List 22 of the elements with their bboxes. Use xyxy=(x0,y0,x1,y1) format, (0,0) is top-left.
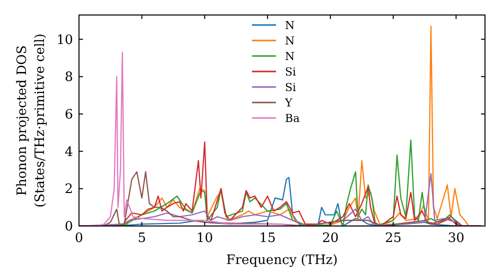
y-tick-label: 6 xyxy=(64,108,73,123)
y-tick-label: 8 xyxy=(64,70,73,86)
x-axis-title: Frequency (THz) xyxy=(226,253,338,268)
legend-label: N xyxy=(285,34,295,48)
legend-label: Si xyxy=(285,65,297,78)
legend-label: N xyxy=(285,18,295,32)
y-tick-label: 2 xyxy=(64,182,73,198)
y-tick-label: 0 xyxy=(64,220,73,235)
y-tick-label: 4 xyxy=(64,144,73,160)
legend-label: Y xyxy=(284,96,293,110)
x-tick-label: 30 xyxy=(448,231,464,246)
x-tick-label: 5 xyxy=(138,231,146,246)
x-tick-label: 25 xyxy=(384,231,402,246)
x-tick-label: 0 xyxy=(74,231,84,246)
y-axis-title: Phonon projected DOS (States/THz·primitive cell) xyxy=(15,33,48,208)
legend-label: Si xyxy=(285,80,297,94)
legend-label: Ba xyxy=(285,112,300,125)
x-tick-label: 15 xyxy=(259,231,276,246)
x-tick-label: 10 xyxy=(196,231,213,246)
y-tick-label: 10 xyxy=(56,32,73,48)
x-tick-label: 20 xyxy=(322,231,339,246)
legend-label: N xyxy=(285,50,295,63)
